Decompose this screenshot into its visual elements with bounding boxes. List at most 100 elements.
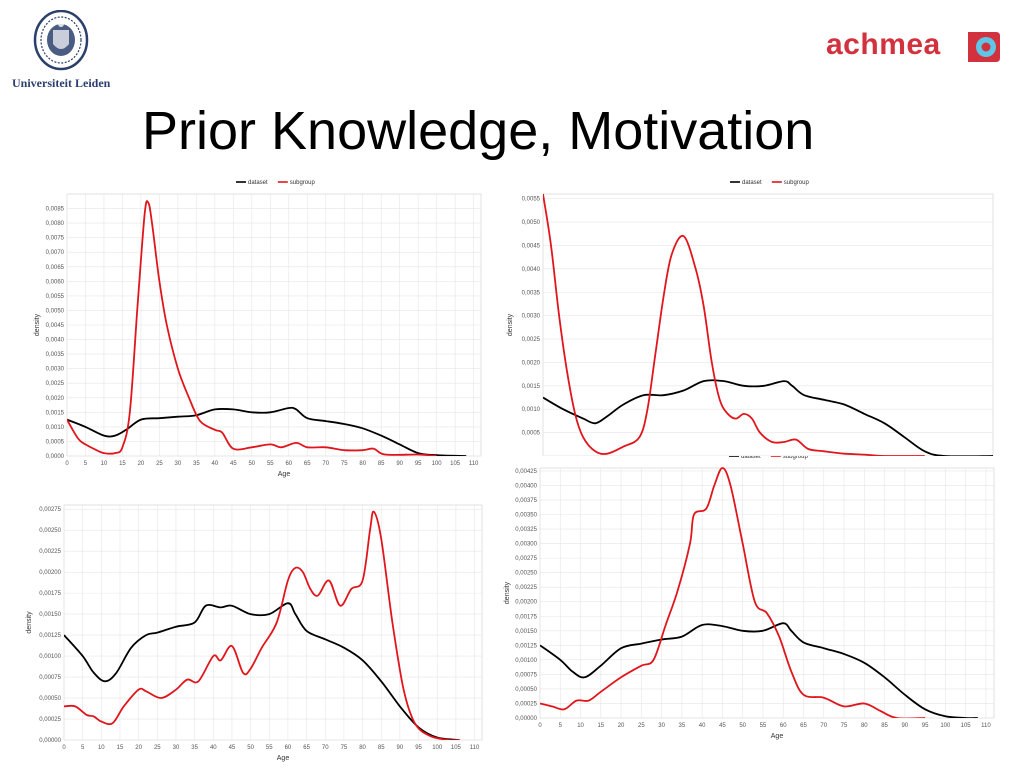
- y-tick-label: 0,0075: [46, 236, 65, 242]
- x-tick-label: 25: [156, 461, 163, 467]
- plot-area: [539, 467, 995, 719]
- x-tick-label: 35: [191, 745, 198, 751]
- y-tick-label: 0,0060: [46, 279, 65, 285]
- x-tick-label: 50: [739, 723, 746, 729]
- x-tick-label: 60: [285, 745, 292, 751]
- x-tick-label: 20: [135, 745, 142, 751]
- y-tick-label: 0,0055: [46, 294, 65, 300]
- x-tick-label: 65: [303, 745, 310, 751]
- x-tick-label: 90: [397, 745, 404, 751]
- x-tick-label: 70: [820, 723, 827, 729]
- y-axis-label: density: [504, 581, 511, 604]
- chart-panel-bottom-right: 0,00000 0,00025 0,00050 0,00075 0,00100 0,001…: [500, 456, 998, 746]
- x-axis-label: Age: [277, 755, 290, 762]
- x-tick-label: 50: [248, 461, 255, 467]
- chart-panel-top-left: 0,0000 0,0005 0,0010 0,0015 0,0020 0,0025 0,00…: [30, 172, 485, 484]
- series-line-dataset: [64, 602, 460, 740]
- x-tick-label: 75: [841, 723, 848, 729]
- y-tick-label: 0,00225: [515, 585, 537, 591]
- y-tick-label: 0,00325: [515, 527, 537, 533]
- x-tick-label: 5: [84, 461, 88, 467]
- x-tick-label: 65: [304, 461, 311, 467]
- y-tick-label: 0,00075: [39, 675, 61, 681]
- y-tick-label: 0,0025: [46, 381, 65, 387]
- y-tick-label: 0,00100: [515, 658, 537, 664]
- series-line-dataset: [540, 622, 978, 718]
- x-tick-label: 95: [415, 461, 422, 467]
- y-tick-label: 0,0015: [46, 410, 65, 416]
- y-tick-label: 0,0020: [522, 360, 541, 366]
- x-tick-label: 30: [175, 461, 182, 467]
- legend-label-dataset: dataset: [741, 456, 761, 460]
- x-tick-label: 35: [193, 461, 200, 467]
- x-tick-label: 35: [679, 723, 686, 729]
- x-tick-label: 100: [940, 723, 951, 729]
- x-tick-label: 45: [230, 461, 237, 467]
- x-tick-label: 110: [469, 461, 479, 467]
- legend-label-subgroup: subgroup: [783, 456, 809, 460]
- y-tick-label: 0,00125: [515, 643, 537, 649]
- y-tick-label: 0,00300: [515, 542, 537, 548]
- x-tick-label: 0: [538, 723, 542, 729]
- x-tick-label: 105: [961, 723, 972, 729]
- y-tick-label: 0,0050: [46, 308, 65, 314]
- x-tick-label: 15: [597, 723, 604, 729]
- chart-panel-top-right: 0,0005 0,0010 0,0015 0,0020 0,0025 0,0030 0,00…: [503, 172, 998, 457]
- y-tick-label: 0,0045: [522, 243, 541, 249]
- y-tick-label: 0,0055: [522, 197, 541, 203]
- y-tick-label: 0,00125: [39, 633, 61, 639]
- y-tick-label: 0,0015: [522, 384, 541, 390]
- x-tick-label: 110: [470, 745, 480, 751]
- x-tick-label: 45: [719, 723, 726, 729]
- achmea-mark-icon: [968, 32, 1000, 62]
- x-tick-label: 60: [780, 723, 787, 729]
- plot-area: [63, 504, 483, 741]
- x-tick-label: 25: [638, 723, 645, 729]
- x-tick-label: 10: [101, 461, 108, 467]
- leiden-seal-icon: [33, 10, 89, 71]
- y-tick-label: 0,0005: [522, 431, 541, 437]
- density-chart-bottom-right: 0,00000 0,00025 0,00050 0,00075 0,00100 0,001…: [504, 456, 995, 740]
- y-tick-label: 0,00150: [515, 629, 537, 635]
- x-tick-label: 80: [359, 745, 366, 751]
- series-line-dataset: [67, 406, 467, 456]
- y-tick-label: 0,0085: [46, 207, 65, 213]
- y-tick-label: 0,00200: [39, 570, 61, 576]
- y-tick-label: 0,00375: [515, 498, 537, 504]
- page-title: Prior Knowledge, Motivation: [142, 101, 815, 161]
- x-tick-label: 20: [618, 723, 625, 729]
- y-tick-label: 0,00050: [39, 696, 61, 702]
- x-tick-label: 0: [62, 745, 66, 751]
- y-tick-label: 0,0035: [522, 290, 541, 296]
- y-tick-label: 0,00275: [39, 507, 61, 513]
- y-tick-label: 0,00275: [515, 556, 537, 562]
- x-tick-label: 30: [173, 745, 180, 751]
- series-line-subgroup: [64, 510, 460, 740]
- y-tick-label: 0,0030: [46, 367, 65, 373]
- x-axis-label: Age: [771, 733, 784, 740]
- y-tick-label: 0,00225: [39, 549, 61, 555]
- x-tick-label: 50: [247, 745, 254, 751]
- density-chart-top-right: 0,0005 0,0010 0,0015 0,0020 0,0025 0,0030 0,00…: [507, 180, 994, 457]
- x-tick-label: 80: [861, 723, 868, 729]
- x-tick-label: 10: [577, 723, 584, 729]
- x-tick-label: 15: [119, 461, 126, 467]
- x-tick-label: 0: [65, 461, 69, 467]
- x-tick-label: 55: [760, 723, 767, 729]
- y-tick-label: 0,0035: [46, 352, 65, 358]
- x-tick-label: 20: [138, 461, 145, 467]
- y-tick-label: 0,00000: [39, 738, 61, 744]
- legend-label-dataset: dataset: [248, 180, 268, 186]
- x-tick-label: 5: [559, 723, 563, 729]
- y-tick-label: 0,0080: [46, 221, 65, 227]
- y-axis-label: density: [34, 313, 41, 336]
- x-tick-label: 40: [212, 461, 219, 467]
- y-tick-label: 0,00175: [515, 614, 537, 620]
- x-tick-label: 105: [450, 461, 461, 467]
- x-tick-label: 30: [658, 723, 665, 729]
- y-tick-label: 0,0070: [46, 250, 65, 256]
- x-tick-label: 60: [285, 461, 292, 467]
- y-tick-label: 0,0040: [522, 267, 541, 273]
- x-tick-label: 95: [415, 745, 422, 751]
- x-tick-label: 80: [359, 461, 366, 467]
